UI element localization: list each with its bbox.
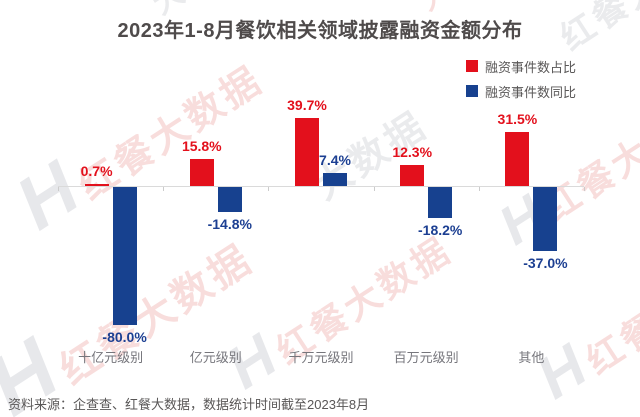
x-axis-tick	[268, 187, 270, 191]
x-axis-tick	[163, 187, 165, 191]
value-label-blue-十亿元级别: -80.0%	[102, 329, 147, 345]
bar-blue-千万元级别	[323, 173, 347, 186]
value-label-red-亿元级别: 15.8%	[181, 138, 222, 154]
value-label-red-千万元级别: 39.7%	[287, 97, 327, 113]
value-label-blue-亿元级别: -14.8%	[207, 216, 252, 232]
x-axis-tick	[584, 187, 585, 191]
value-label-blue-其他: -37.0%	[523, 255, 568, 271]
category-label-千万元级别: 千万元级别	[288, 350, 354, 365]
value-label-blue-百万元级别: -18.2%	[418, 222, 463, 238]
source-note: 资料来源：企查查、红餐大数据，数据统计时间截至2023年8月	[8, 397, 370, 412]
bar-blue-其他	[533, 187, 558, 251]
x-axis-tick	[478, 187, 480, 191]
value-label-red-百万元级别: 12.3%	[392, 144, 433, 160]
value-label-blue-千万元级别: 7.4%	[319, 152, 351, 168]
value-label-red-其他: 31.5%	[497, 111, 538, 127]
x-axis-line	[58, 186, 584, 187]
bar-red-百万元级别	[400, 165, 425, 186]
category-label-亿元级别: 亿元级别	[189, 350, 242, 365]
legend-label-ratio: 融资事件数占比	[485, 59, 577, 75]
bar-red-亿元级别	[189, 159, 214, 186]
bar-blue-十亿元级别	[112, 187, 137, 325]
bar-blue-亿元级别	[217, 187, 242, 212]
legend-swatch-blue-icon	[466, 85, 478, 97]
bar-red-其他	[505, 132, 530, 186]
legend-item-ratio: 融资事件数占比	[466, 57, 576, 75]
legend-swatch-red-icon	[466, 60, 478, 72]
bar-blue-百万元级别	[428, 187, 453, 218]
category-label-其他: 其他	[518, 350, 545, 365]
value-label-red-十亿元级别: 0.7%	[80, 163, 113, 179]
x-axis-tick	[373, 187, 375, 191]
legend: 融资事件数占比 融资事件数同比	[466, 57, 576, 107]
category-label-百万元级别: 百万元级别	[393, 350, 459, 365]
x-axis-tick	[58, 187, 59, 191]
bar-red-十亿元级别	[84, 184, 109, 186]
legend-item-yoy: 融资事件数同比	[466, 82, 576, 100]
bar-red-千万元级别	[295, 118, 319, 186]
legend-label-yoy: 融资事件数同比	[485, 84, 577, 100]
chart-title: 2023年1-8月餐饮相关领域披露融资金额分布	[117, 20, 523, 42]
category-label-十亿元级别: 十亿元级别	[78, 350, 144, 365]
